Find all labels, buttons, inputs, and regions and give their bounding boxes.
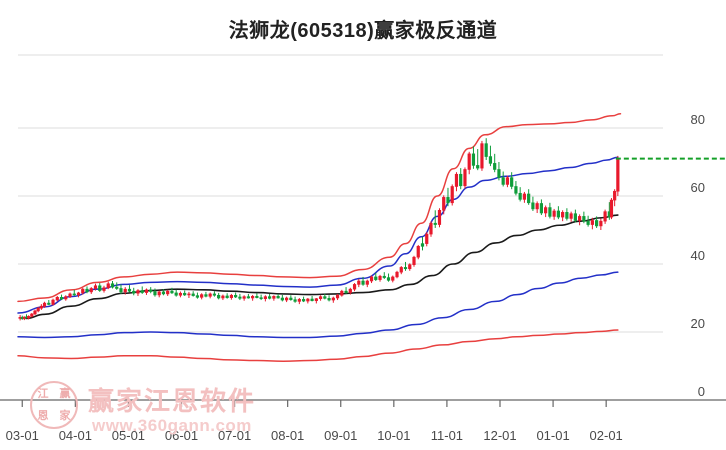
x-axis-tick-label: 12-01 — [483, 428, 517, 443]
y-axis-tick-label: 0 — [697, 384, 705, 399]
x-axis-tick-label: 05-01 — [111, 428, 146, 443]
x-axis-tick-label: 06-01 — [164, 428, 199, 443]
x-axis-tick-label: 10-01 — [377, 428, 411, 443]
axis-lines — [0, 399, 726, 407]
y-axis-tick-label: 60 — [690, 180, 705, 195]
candlestick-series — [18, 138, 620, 321]
x-axis-tick-label: 03-01 — [5, 428, 39, 443]
x-axis-tick-label: 01-01 — [536, 428, 570, 443]
x-axis-tick-label: 11-01 — [430, 428, 464, 443]
x-axis-tick-label: 04-01 — [58, 428, 92, 443]
x-axis-tick-label: 08-01 — [271, 428, 305, 443]
y-axis-tick-label: 80 — [690, 112, 705, 127]
channel-bands — [17, 112, 622, 362]
x-axis-tick-label: 09-01 — [324, 428, 358, 443]
y-axis-tick-label: 40 — [690, 248, 705, 263]
gridlines — [18, 54, 663, 401]
x-axis-tick-label: 02-01 — [589, 428, 623, 443]
page-title: 法狮龙(605318)赢家极反通道 — [228, 20, 498, 42]
x-axis-tick-label: 07-01 — [217, 428, 252, 443]
y-axis-tick-label: 20 — [690, 316, 705, 331]
